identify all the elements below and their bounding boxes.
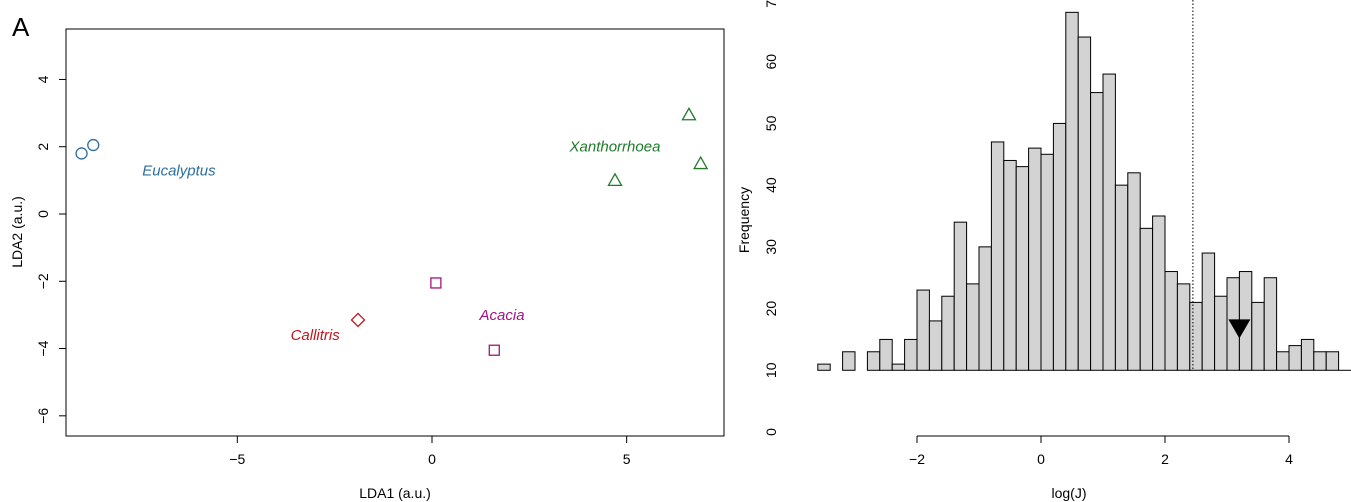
scatter-y-tick-label: 0 xyxy=(35,210,51,218)
histogram-y-tick-label: 0 xyxy=(763,428,779,436)
histogram-bar xyxy=(1313,351,1327,371)
histogram-x-tick-label: 4 xyxy=(1285,451,1293,467)
histogram-bar xyxy=(817,363,831,371)
histogram-x-tick-label: −2 xyxy=(909,451,925,467)
histogram-bar xyxy=(1052,122,1067,371)
eucalyptus-label: Eucalyptus xyxy=(142,162,216,179)
histogram-y-axis-label: Frequency xyxy=(736,187,752,253)
scatter-y-tick-label: −4 xyxy=(35,340,51,356)
scatter-plot-frame xyxy=(65,28,725,437)
histogram-y-tick-label: 40 xyxy=(763,177,779,193)
scatter-y-tick-label: 4 xyxy=(35,75,51,83)
acacia-label: Acacia xyxy=(479,307,525,324)
histogram-x-tick-label: 2 xyxy=(1161,451,1169,467)
histogram-bar xyxy=(1164,271,1178,371)
histogram-bar xyxy=(1102,73,1116,371)
histogram-bar xyxy=(1114,184,1129,371)
scatter-points: Eucalyptus Xanthorrhoea Acacia Callitris xyxy=(75,106,709,356)
histogram-bar xyxy=(941,295,955,371)
scatter-x-tick-label: 0 xyxy=(428,451,436,467)
histogram-bar xyxy=(1263,277,1278,371)
histogram-y-tick-label: 30 xyxy=(763,239,779,255)
histogram-bar xyxy=(928,320,943,371)
callitris-point xyxy=(350,312,366,328)
acacia-point xyxy=(488,344,500,356)
histogram-y-tick-label: 60 xyxy=(763,54,779,70)
lda-scatter-plot: −5 0 5 −6 −4 −2 0 2 4 Eucalyptus Xanthorrhoea Acac… xyxy=(9,28,725,501)
scatter-y-tick-label: 2 xyxy=(35,143,51,151)
histogram-y-tick-label: 70 xyxy=(763,0,779,8)
histogram-bar xyxy=(916,289,930,371)
scatter-y-tick-label: −2 xyxy=(35,273,51,289)
xanthorrhoea-point xyxy=(607,172,623,187)
panel-label: A xyxy=(12,12,30,42)
scatter-y-axis-label: LDA2 (a.u.) xyxy=(9,196,25,268)
histogram-bar xyxy=(1300,338,1315,371)
histogram-bar xyxy=(953,221,968,371)
histogram-bars xyxy=(817,0,1351,371)
eucalyptus-point xyxy=(75,147,88,160)
histogram-bar xyxy=(1288,345,1302,371)
scatter-axes: −5 0 5 −6 −4 −2 0 2 4 xyxy=(35,75,631,467)
histogram-bar xyxy=(1015,166,1030,371)
histogram-y-tick-label: 20 xyxy=(763,301,779,317)
histogram-bar xyxy=(879,338,893,371)
histogram-bar xyxy=(1003,159,1017,371)
eucalyptus-point xyxy=(87,138,100,152)
histogram-bar xyxy=(1152,215,1166,371)
histogram-bar xyxy=(1139,227,1154,371)
histogram-bar xyxy=(1028,147,1042,371)
histogram-bar xyxy=(1214,295,1228,371)
callitris-label: Callitris xyxy=(291,327,341,344)
acacia-point xyxy=(430,277,442,289)
histogram-bar xyxy=(866,351,881,371)
scatter-x-axis-label: LDA1 (a.u.) xyxy=(359,485,431,501)
scatter-x-tick-label: 5 xyxy=(623,451,631,467)
histogram-bar xyxy=(978,246,992,371)
histogram-x-axis-label: log(J) xyxy=(1051,485,1086,501)
histogram-bar xyxy=(1201,252,1216,371)
histogram-bar xyxy=(1077,36,1092,371)
xanthorrhoea-label: Xanthorrhoea xyxy=(569,139,661,156)
histogram-bar xyxy=(1176,283,1191,371)
histogram-bar xyxy=(1251,301,1265,371)
histogram-bar xyxy=(1325,351,1340,371)
xanthorrhoea-point xyxy=(693,155,709,170)
scatter-y-tick-label: −6 xyxy=(35,408,51,424)
scatter-x-tick-label: −5 xyxy=(229,451,245,467)
histogram-bar xyxy=(1276,351,1290,371)
histogram-bar xyxy=(1090,92,1104,371)
histogram-bar xyxy=(1127,172,1141,371)
histogram-bar xyxy=(891,363,906,371)
histogram-bar xyxy=(1189,301,1203,371)
histogram-y-tick-label: 10 xyxy=(763,362,779,378)
histogram-bar xyxy=(904,338,918,371)
histogram-x-tick-label: 0 xyxy=(1037,451,1045,467)
xanthorrhoea-point xyxy=(681,106,697,121)
histogram-bar xyxy=(842,351,856,371)
histogram-bar xyxy=(966,283,980,371)
observed-value-marker xyxy=(1228,319,1251,339)
histogram-bar xyxy=(990,141,1005,371)
histogram-bar xyxy=(1040,153,1054,371)
histogram-y-tick-label: 50 xyxy=(763,115,779,131)
histogram-bar xyxy=(1065,11,1079,371)
